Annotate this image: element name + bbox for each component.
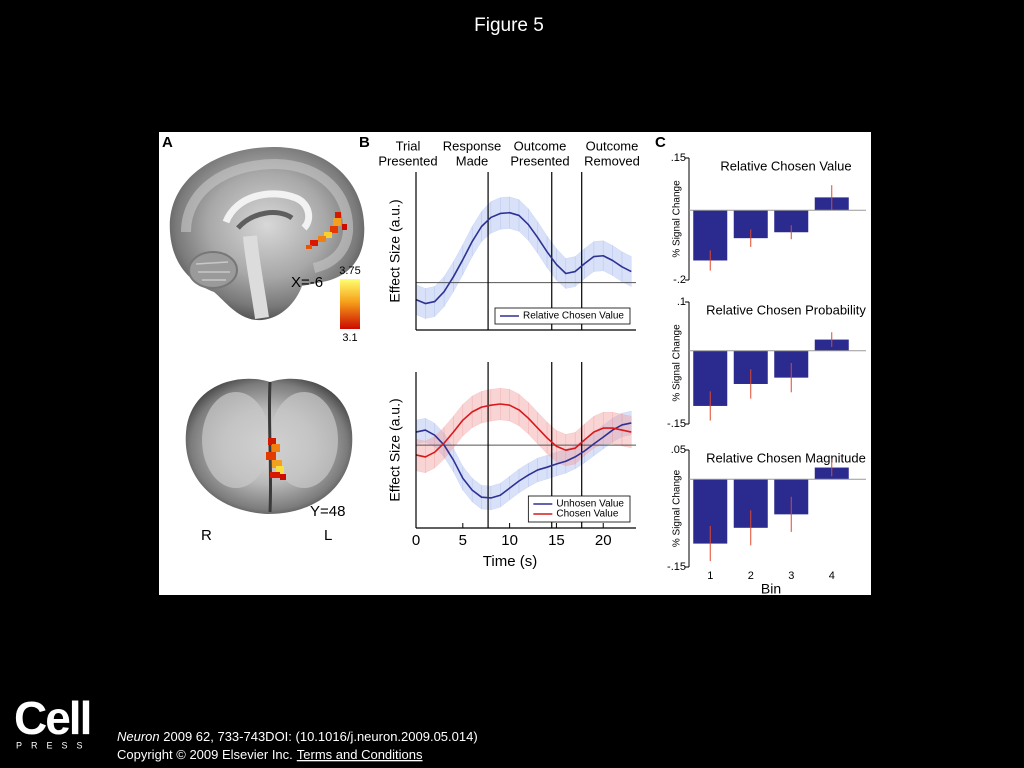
slide-title: Figure 5 (474, 15, 544, 36)
y-axis-label: % Signal Change (672, 324, 683, 402)
panel-letter: C (655, 134, 666, 151)
y-tick-label: .15 (671, 152, 686, 164)
x-tick-label: 3 (788, 570, 794, 582)
series-line (415, 422, 632, 499)
logo: Cell (14, 692, 90, 744)
y-tick-label: -.15 (667, 418, 686, 430)
x-tick-label: 4 (829, 570, 835, 582)
colorbar (340, 279, 360, 329)
legend-box (527, 495, 631, 523)
y-axis-label: Effect Size (a.u.) (387, 199, 403, 302)
activation (306, 212, 347, 249)
copyright: Copyright © 2009 Elsevier Inc. (117, 747, 293, 762)
sagittal-brain (169, 146, 365, 321)
event-label: Presented (378, 153, 437, 168)
citation: Neuron 2009 62, 733-743DOI: (10.1016/j.n… (117, 729, 478, 744)
legend-label: Relative Chosen Value (523, 311, 624, 322)
panel-letter: A (162, 134, 173, 151)
coronal-brain (185, 378, 353, 514)
chart-title: Relative Chosen Magnitude (706, 450, 866, 465)
journal: Neuron (117, 729, 160, 744)
x-tick-label: 5 (459, 532, 467, 549)
x-tick-label: 20 (595, 532, 612, 549)
colorbar-min: 3.1 (342, 332, 357, 344)
copyright-line: Copyright © 2009 Elsevier Inc. Terms and … (117, 747, 423, 762)
panel-letter: B (359, 134, 370, 151)
slice-label: X=-6 (291, 274, 323, 291)
hemisphere-label: L (324, 527, 332, 544)
x-tick-label: 0 (412, 532, 420, 549)
x-axis-label: Time (s) (483, 553, 537, 570)
y-axis-label: % Signal Change (672, 469, 683, 547)
x-tick-label: 1 (707, 570, 713, 582)
bar (774, 210, 809, 233)
x-tick-label: 2 (748, 570, 754, 582)
x-tick-label: 15 (548, 532, 565, 549)
hemisphere-label: R (201, 527, 212, 544)
y-tick-label: .05 (671, 444, 686, 456)
event-label: Removed (584, 153, 640, 168)
terms-link[interactable]: Terms and Conditions (297, 747, 423, 762)
legend: Relative Chosen Value (494, 307, 631, 325)
colorbar-max: 3.75 (339, 265, 360, 277)
y-tick-label: .1 (677, 296, 686, 308)
y-axis-label: % Signal Change (672, 180, 683, 258)
chart-title: Relative Chosen Value (720, 158, 851, 173)
y-tick-label: -.2 (673, 274, 686, 286)
event-label: Presented (510, 153, 569, 168)
event-label: Outcome (586, 138, 639, 153)
y-axis-label: Effect Size (a.u.) (387, 398, 403, 501)
logo-press: PRESS (16, 740, 92, 750)
legend-label: Unhosen Value (556, 499, 624, 510)
x-tick-label: 10 (501, 532, 518, 549)
legend-box (494, 307, 631, 325)
citation-rest: 2009 62, 733-743DOI: (10.1016/j.neuron.2… (160, 729, 478, 744)
legend-label: Chosen Value (556, 509, 619, 520)
y-tick-label: -.15 (667, 561, 686, 573)
event-label: Response (443, 138, 502, 153)
chart-title: Relative Chosen Probability (706, 302, 866, 317)
x-axis-label: Bin (761, 581, 781, 597)
event-label: Trial (396, 138, 421, 153)
series-line (415, 403, 632, 458)
series-line (415, 211, 632, 305)
slice-label: Y=48 (310, 503, 345, 520)
event-label: Outcome (514, 138, 567, 153)
activation (266, 438, 286, 480)
event-label: Made (456, 153, 489, 168)
